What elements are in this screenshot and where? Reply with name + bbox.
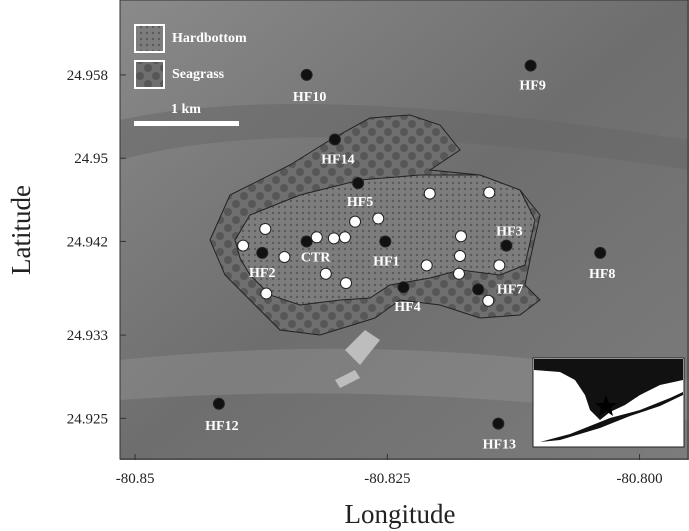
site-point — [353, 178, 364, 189]
y-tick-label: 24.933 — [67, 328, 108, 344]
site-label: HF3 — [496, 225, 522, 240]
site-point — [493, 418, 504, 429]
site-point — [595, 247, 606, 258]
site-point — [260, 223, 271, 234]
site-point — [311, 232, 322, 243]
site-point — [279, 252, 290, 263]
site-point — [455, 231, 466, 242]
site-point — [238, 240, 249, 251]
y-tick-label: 24.958 — [67, 68, 108, 84]
site-point — [350, 216, 361, 227]
site-label: HF13 — [483, 438, 516, 453]
site-point — [421, 260, 432, 271]
site-point — [380, 236, 391, 247]
y-tick-label: 24.925 — [67, 411, 108, 427]
site-point — [320, 268, 331, 279]
site-point — [373, 213, 384, 224]
site-label: HF5 — [347, 195, 373, 210]
site-point — [398, 282, 409, 293]
site-point — [453, 268, 464, 279]
scale-bar-label: 1 km — [171, 102, 201, 117]
site-point — [473, 284, 484, 295]
site-label: HF12 — [205, 419, 238, 434]
x-tick-label: -80.800 — [616, 471, 662, 487]
map-figure: Hardbottom Seagrass 1 km Longitude Latit… — [0, 0, 689, 531]
x-tick-label: -80.85 — [116, 471, 155, 487]
site-label: HF9 — [519, 79, 545, 94]
site-point — [454, 251, 465, 262]
site-point — [525, 60, 536, 71]
site-point — [339, 232, 350, 243]
site-label: HF2 — [249, 266, 275, 281]
site-label: HF1 — [373, 254, 399, 269]
site-point — [483, 295, 494, 306]
y-tick-label: 24.95 — [74, 151, 108, 167]
legend-label: Seagrass — [172, 67, 225, 82]
site-point — [301, 69, 312, 80]
site-point — [424, 188, 435, 199]
inset-map — [533, 358, 684, 447]
site-label: HF8 — [589, 267, 615, 282]
site-point — [301, 236, 312, 247]
x-axis-label: Longitude — [345, 499, 456, 529]
site-point — [329, 134, 340, 145]
site-point — [484, 187, 495, 198]
site-label: CTR — [301, 250, 331, 265]
y-tick-label: 24.942 — [67, 234, 108, 250]
site-point — [257, 247, 268, 258]
site-point — [340, 278, 351, 289]
site-label: HF14 — [321, 152, 354, 167]
site-point — [494, 260, 505, 271]
x-tick-label: -80.825 — [364, 471, 410, 487]
y-axis-label: Latitude — [6, 185, 36, 275]
site-point — [501, 240, 512, 251]
legend-label: Hardbottom — [172, 31, 247, 46]
site-label: HF7 — [497, 282, 523, 297]
site-point — [328, 233, 339, 244]
site-label: HF10 — [293, 90, 326, 105]
site-label: HF4 — [394, 300, 420, 315]
site-point — [261, 288, 272, 299]
site-point — [213, 398, 224, 409]
